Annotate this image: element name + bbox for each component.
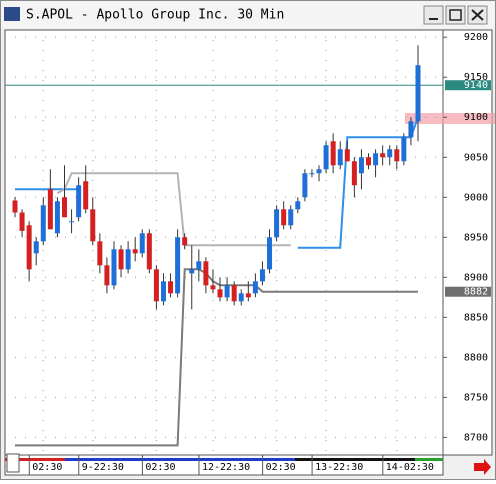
x-tick-label: 9-22:30 xyxy=(82,462,124,473)
app-icon xyxy=(4,7,20,21)
candle-body xyxy=(61,197,67,218)
candle-body xyxy=(210,285,216,290)
candle-body xyxy=(302,173,308,198)
candle-body xyxy=(125,249,131,270)
candle-body xyxy=(47,189,53,230)
y-tick-label: 9200 xyxy=(464,32,488,43)
candle-body xyxy=(182,237,188,246)
maximize-button[interactable] xyxy=(445,5,466,25)
price-marker-label: 8882 xyxy=(464,287,488,298)
candle-body xyxy=(217,289,223,298)
candle-body xyxy=(189,269,195,274)
indicator-line xyxy=(15,116,419,249)
candle-body xyxy=(252,281,258,294)
candle-body xyxy=(26,225,32,270)
candle-body xyxy=(118,249,124,270)
title-bar xyxy=(1,1,495,28)
scroll-arrow[interactable] xyxy=(474,459,491,475)
x-tick-label: 02:30 xyxy=(266,462,296,473)
y-tick-label: 8950 xyxy=(464,232,488,243)
candle-body xyxy=(394,149,400,162)
candle-body xyxy=(344,149,350,162)
y-tick-label: 8700 xyxy=(464,432,488,443)
candle-body xyxy=(358,157,364,174)
candle-body xyxy=(295,201,301,210)
candle-body xyxy=(139,233,145,254)
indicator-line xyxy=(15,268,418,447)
candle-body xyxy=(401,137,407,162)
minimize-button[interactable] xyxy=(423,5,444,25)
candle-body xyxy=(231,285,237,302)
x-tick-label: 14-02:30 xyxy=(386,462,434,473)
indicator-line xyxy=(56,172,291,247)
y-tick-label: 8900 xyxy=(464,272,488,283)
y-tick-label: 9150 xyxy=(464,72,488,83)
y-tick-label: 8800 xyxy=(464,352,488,363)
candle-body xyxy=(373,153,379,166)
candle-body xyxy=(83,181,89,210)
candle-body xyxy=(69,221,75,223)
candle-body xyxy=(267,237,273,270)
candle-body xyxy=(19,212,25,231)
x-tick-label: 02:30 xyxy=(145,462,175,473)
highlight-band xyxy=(405,113,495,124)
candle-body xyxy=(366,157,372,166)
price-marker-box xyxy=(445,286,491,297)
candle-body xyxy=(76,185,82,218)
candle-body xyxy=(387,149,393,158)
candle-body xyxy=(316,169,322,174)
x-tick-label: 12-22:30 xyxy=(202,462,250,473)
x-tick-label: 02:30 xyxy=(32,462,62,473)
candle-body xyxy=(153,269,159,302)
candle-body xyxy=(40,205,46,242)
candle-body xyxy=(203,261,209,286)
candle-body xyxy=(111,249,117,286)
candle-body xyxy=(408,121,414,138)
candle-body xyxy=(323,145,329,170)
candle-body xyxy=(330,141,336,166)
window-title: S.APOL - Apollo Group Inc. 30 Min xyxy=(26,8,284,23)
candle-body xyxy=(351,161,357,186)
candle-body xyxy=(54,201,60,234)
candle-body xyxy=(288,209,294,226)
candle-body xyxy=(224,285,230,298)
candle-body xyxy=(259,269,265,282)
candle-body xyxy=(309,173,315,175)
candle-body xyxy=(12,200,18,213)
y-tick-label: 9000 xyxy=(464,192,488,203)
candle-body xyxy=(380,153,386,158)
candle-body xyxy=(33,241,39,254)
candle-body xyxy=(97,241,103,266)
y-tick-label: 8850 xyxy=(464,312,488,323)
candle-body xyxy=(274,209,280,238)
price-marker-box xyxy=(445,80,491,91)
candle-body xyxy=(160,281,166,302)
candle-body xyxy=(104,265,110,286)
candle-body xyxy=(132,249,138,254)
y-tick-label: 9100 xyxy=(464,112,488,123)
window-buttons[interactable] xyxy=(423,5,488,25)
candle-body xyxy=(281,209,287,226)
candle-body xyxy=(175,237,181,294)
scroll-box[interactable] xyxy=(6,453,20,473)
price-axis xyxy=(442,29,493,456)
y-tick-label: 8750 xyxy=(464,392,488,403)
candle-body xyxy=(238,293,244,302)
candle-body xyxy=(337,149,343,166)
candle-body xyxy=(90,209,96,242)
candle-body xyxy=(245,293,251,298)
candle-body xyxy=(415,65,421,122)
candle-body xyxy=(196,261,202,270)
x-tick-label: 13-22:30 xyxy=(315,462,363,473)
y-tick-label: 9050 xyxy=(464,152,488,163)
price-marker-label: 9140 xyxy=(464,80,488,91)
candle-body xyxy=(168,281,174,294)
candle-body xyxy=(146,233,152,270)
plot-area xyxy=(4,29,444,456)
